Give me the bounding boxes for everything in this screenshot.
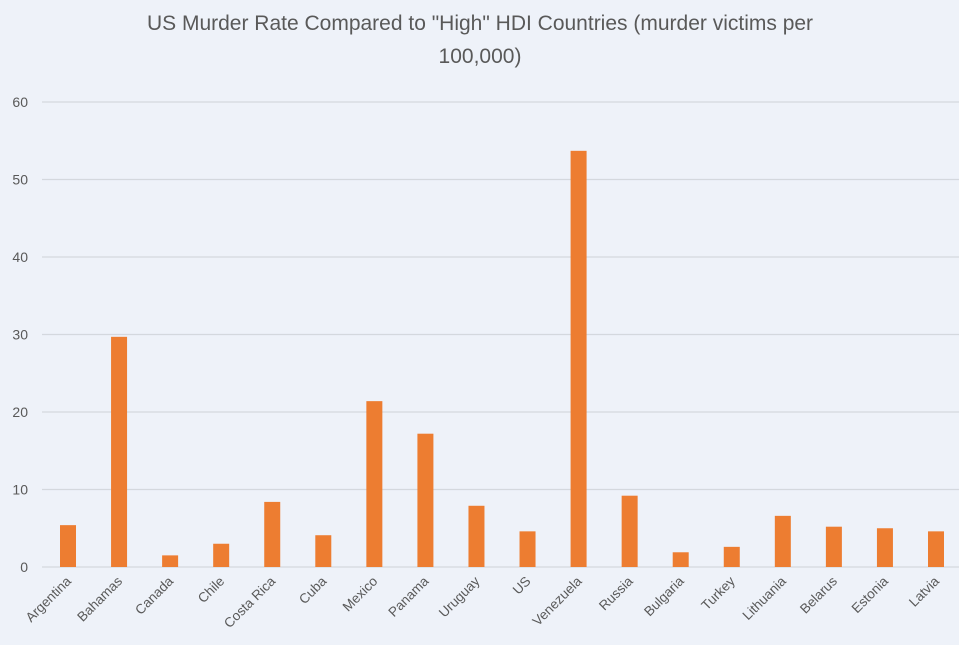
x-tick-label: Bulgaria [641, 573, 687, 619]
x-tick-label: Uruguay [436, 573, 483, 620]
bar-russia [621, 495, 638, 567]
y-tick-label: 40 [12, 249, 28, 265]
x-tick-label: Panama [385, 573, 432, 620]
x-tick-label: Costa Rica [221, 573, 279, 631]
bar-chile [213, 543, 230, 567]
y-tick-label: 10 [12, 482, 28, 498]
y-tick-label: 50 [12, 172, 28, 188]
bar-panama [417, 433, 434, 567]
x-tick-label: Lithuania [740, 573, 790, 623]
x-tick-label: Chile [195, 574, 227, 606]
bar-belarus [825, 526, 842, 567]
x-tick-label: US [510, 574, 534, 598]
x-tick-label: Estonia [849, 573, 892, 616]
chart-title-line-2: 100,000) [439, 45, 522, 68]
y-tick-label: 60 [12, 94, 28, 110]
x-tick-label: Cuba [296, 573, 330, 607]
x-tick-label: Mexico [340, 574, 381, 615]
bar-estonia [876, 528, 893, 567]
bar-costa-rica [264, 501, 281, 567]
y-tick-label: 30 [12, 327, 28, 343]
bar-bulgaria [672, 552, 689, 567]
bar-us [519, 531, 536, 567]
bar-bahamas [111, 336, 128, 567]
bar-latvia [928, 531, 944, 567]
x-tick-label: Canada [132, 573, 176, 617]
y-tick-label: 20 [12, 404, 28, 420]
chart-title-line-1: US Murder Rate Compared to "High" HDI Co… [147, 12, 813, 35]
x-tick-label: Bahamas [74, 573, 125, 624]
x-tick-label: Turkey [698, 573, 738, 613]
x-tick-label: Russia [596, 573, 636, 613]
x-tick-label: Latvia [906, 573, 942, 609]
bar-cuba [315, 535, 332, 567]
bar-argentina [60, 525, 76, 567]
bar-lithuania [774, 515, 791, 567]
x-tick-label: Argentina [23, 573, 75, 625]
bar-canada [162, 555, 179, 567]
y-tick-label: 0 [20, 559, 28, 575]
bar-mexico [366, 401, 383, 567]
bar-turkey [723, 546, 740, 567]
x-tick-label: Belarus [797, 573, 840, 616]
bar-uruguay [468, 505, 485, 567]
x-tick-label: Venezuela [530, 573, 586, 629]
bar-venezuela [570, 150, 587, 567]
